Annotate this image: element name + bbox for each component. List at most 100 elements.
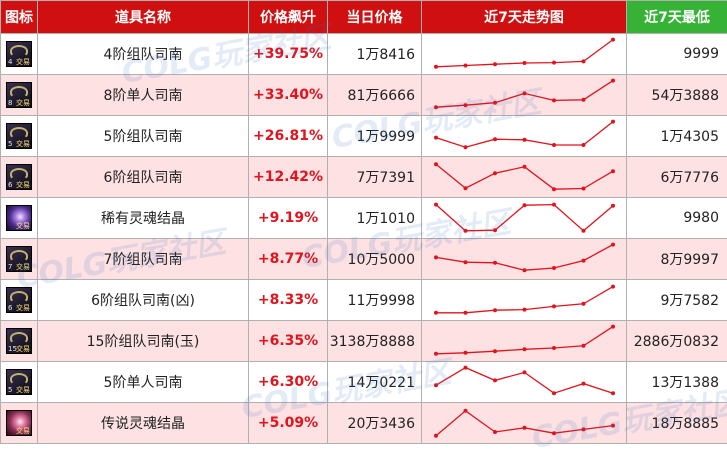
- header-7day-min: 近7天最低: [627, 1, 727, 34]
- trend-point: [434, 136, 438, 140]
- price-rise: +6.30%: [249, 362, 328, 403]
- trend-sparkline: [422, 280, 627, 320]
- trend-point: [434, 105, 438, 109]
- trade-badge: 交易: [16, 386, 30, 394]
- sinan-emblem: [10, 86, 28, 98]
- today-price: 20万3436: [328, 403, 422, 444]
- sinan-emblem: [10, 373, 28, 385]
- trend-point: [493, 137, 497, 141]
- trend-point: [434, 65, 438, 69]
- seven-day-min: 9万7582: [627, 280, 727, 321]
- trend-point: [523, 308, 527, 312]
- today-price: 1万9999: [328, 116, 422, 157]
- header-today-price: 当日价格: [328, 1, 422, 34]
- crystal-red-icon[interactable]: 交易: [6, 410, 32, 436]
- trend-point: [493, 101, 497, 105]
- trend-cell: [422, 157, 627, 198]
- seven-day-min: 54万3888: [627, 75, 727, 116]
- trend-point: [493, 378, 497, 382]
- trend-cell: [422, 116, 627, 157]
- trade-badge: 交易: [16, 263, 30, 271]
- header-7day-trend: 近7天走势图: [422, 1, 627, 34]
- sinan-icon[interactable]: 6 交易: [6, 287, 32, 313]
- trend-point: [464, 260, 468, 264]
- item-level-badge: 5: [8, 140, 12, 148]
- trend-sparkline: [422, 321, 627, 361]
- trend-point: [582, 382, 586, 386]
- trend-point: [464, 186, 468, 190]
- trade-badge: 交易: [16, 304, 30, 312]
- price-rise: +9.19%: [249, 198, 328, 239]
- trend-cell: [422, 75, 627, 116]
- sinan-emblem: [10, 127, 28, 139]
- trend-point: [464, 409, 468, 413]
- trade-badge: 交易: [16, 140, 30, 148]
- trend-point: [523, 426, 527, 430]
- trend-sparkline: [422, 362, 627, 402]
- trend-point: [552, 431, 556, 435]
- trend-point: [582, 59, 586, 63]
- trend-point: [611, 120, 615, 124]
- trend-point: [464, 64, 468, 68]
- trend-point: [493, 308, 497, 312]
- trend-point: [582, 143, 586, 147]
- item-name: 6阶组队司南(凶): [38, 280, 249, 321]
- item-level-badge: 6: [8, 181, 12, 189]
- price-rise: +12.42%: [249, 157, 328, 198]
- trend-point: [464, 229, 468, 233]
- price-rise: +5.09%: [249, 403, 328, 444]
- header-item-name: 道具名称: [38, 1, 249, 34]
- header-icon: 图标: [1, 1, 38, 34]
- trend-point: [434, 352, 438, 356]
- sinan-icon[interactable]: 7 交易: [6, 246, 32, 272]
- seven-day-min: 13万1388: [627, 362, 727, 403]
- sinan-icon[interactable]: 4 交易: [6, 41, 32, 67]
- trend-point: [464, 145, 468, 149]
- trend-point: [434, 434, 438, 438]
- price-rise: +8.77%: [249, 239, 328, 280]
- trend-line: [436, 205, 613, 231]
- item-name: 15阶组队司南(玉): [38, 321, 249, 362]
- trend-point: [493, 171, 497, 175]
- trend-point: [611, 285, 615, 289]
- sinan-emblem: [10, 291, 28, 303]
- sinan-emblem: [10, 45, 28, 57]
- today-price: 1万8416: [328, 34, 422, 75]
- trend-line: [436, 411, 613, 436]
- sinan-icon[interactable]: 5 交易: [6, 123, 32, 149]
- trend-point: [464, 351, 468, 355]
- item-name: 稀有灵魂结晶: [38, 198, 249, 239]
- item-icon-cell: 7 交易: [1, 239, 38, 280]
- trend-point: [552, 304, 556, 308]
- trend-point: [611, 169, 615, 173]
- trend-point: [493, 349, 497, 353]
- trend-point: [611, 391, 615, 395]
- trend-point: [523, 347, 527, 351]
- item-level-badge: 4: [8, 58, 12, 66]
- crystal-icon[interactable]: 交易: [6, 205, 32, 231]
- trend-point: [552, 203, 556, 207]
- trade-badge: 交易: [16, 58, 30, 66]
- item-level-badge: 6: [8, 304, 12, 312]
- trend-cell: [422, 34, 627, 75]
- item-level-badge: 7: [8, 263, 12, 271]
- price-rise: +26.81%: [249, 116, 328, 157]
- trend-sparkline: [422, 157, 627, 197]
- trend-point: [493, 228, 497, 232]
- trade-badge: 交易: [16, 99, 30, 107]
- trend-line: [436, 245, 613, 271]
- item-icon-cell: 5 交易: [1, 116, 38, 157]
- trend-point: [434, 162, 438, 166]
- trend-point: [582, 427, 586, 431]
